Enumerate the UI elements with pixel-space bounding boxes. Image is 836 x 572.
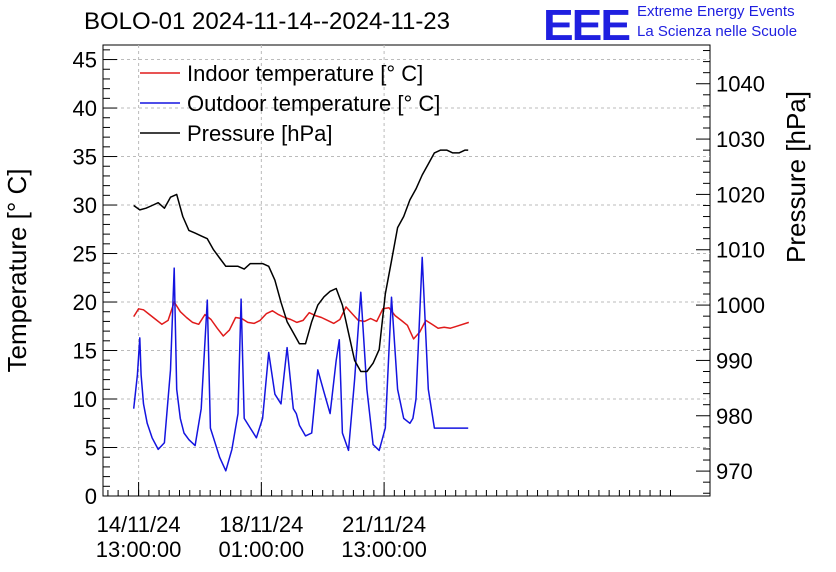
y2-tick-label: 980 — [716, 404, 753, 429]
legend-outdoor-label: Outdoor temperature [° C] — [187, 91, 440, 116]
y2-tick-label: 1040 — [716, 72, 765, 97]
y-tick-label: 45 — [73, 48, 97, 73]
y-tick-label: 20 — [73, 290, 97, 315]
y-tick-label: 30 — [73, 193, 97, 218]
series-pressure — [133, 149, 469, 373]
x-tick-label-time: 13:00:00 — [96, 537, 182, 562]
x-tick-label-time: 01:00:00 — [219, 537, 305, 562]
y2-tick-label: 970 — [716, 459, 753, 484]
logo-subtitle-line2: La Scienza nelle Scuole — [637, 23, 798, 40]
chart-title: BOLO-01 2024-11-14--2024-11-23 — [84, 8, 450, 35]
y2-tick-label: 1010 — [716, 238, 765, 263]
x-tick-label-date: 14/11/24 — [97, 512, 181, 537]
y2-axis-title: Pressure [hPa] — [781, 91, 811, 263]
y-tick-label: 10 — [73, 387, 97, 412]
y2-tick-label: 1020 — [716, 182, 765, 207]
logo-subtitle-line1: Extreme Energy Events — [637, 3, 795, 20]
y2-tick-label: 990 — [716, 348, 753, 373]
x-tick-label-date: 21/11/24 — [342, 512, 426, 537]
x-tick-label-date: 18/11/24 — [219, 512, 303, 537]
y2-tick-label: 1000 — [716, 293, 765, 318]
legend-indoor-label: Indoor temperature [° C] — [187, 61, 423, 86]
y2-tick-label: 1030 — [716, 127, 765, 152]
y-tick-label: 25 — [73, 242, 97, 267]
y-tick-label: 15 — [73, 339, 97, 364]
x-tick-label-time: 13:00:00 — [341, 537, 427, 562]
y-tick-label: 40 — [73, 96, 97, 121]
y-tick-label: 0 — [85, 484, 97, 509]
plot-frame — [102, 44, 711, 497]
series-indoor-temperature — [133, 301, 470, 340]
y-axis-title: Temperature [° C] — [2, 168, 32, 372]
eee-logo: EEE — [543, 0, 631, 50]
y-tick-label: 5 — [85, 436, 97, 461]
legend-pressure-label: Pressure [hPa] — [187, 121, 333, 146]
y-tick-label: 35 — [73, 145, 97, 170]
series-outdoor-temperature — [132, 256, 469, 472]
